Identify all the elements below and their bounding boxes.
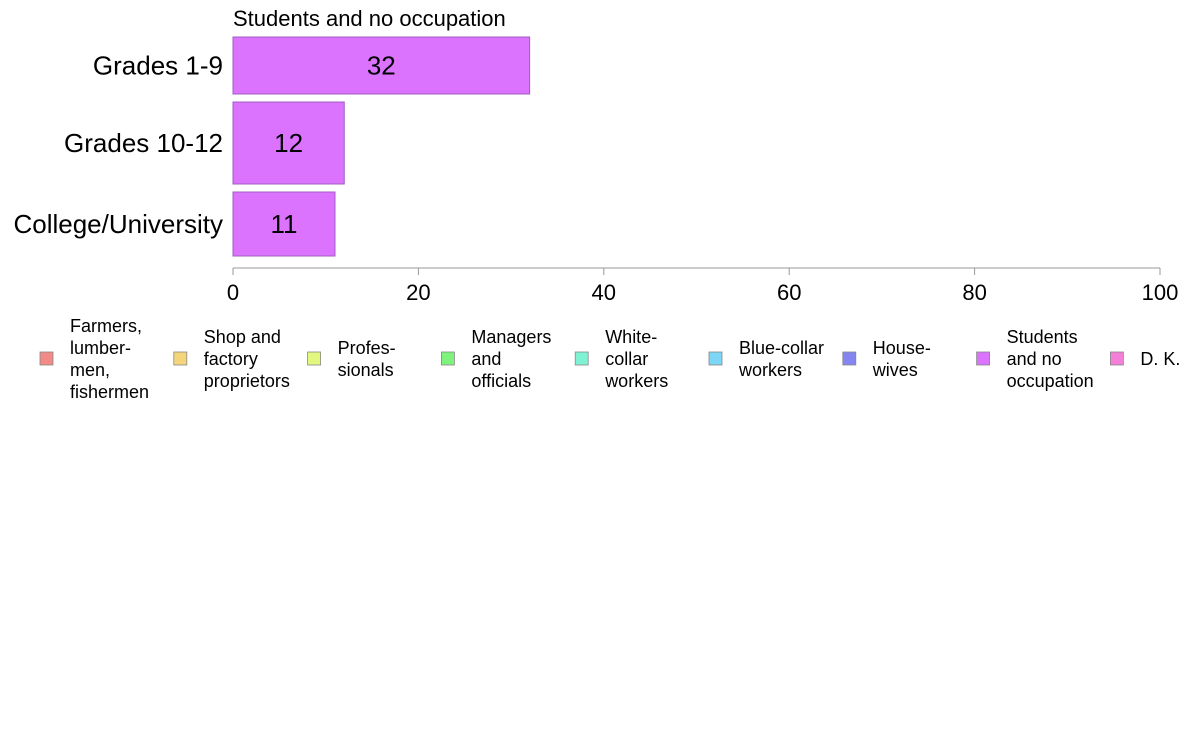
legend-label: Blue-collar workers	[738, 338, 824, 380]
x-tick-label: 40	[592, 280, 616, 305]
legend-entry: Blue-collar workers	[708, 338, 824, 380]
legend-swatch	[574, 351, 589, 366]
legend-entry: Profes-sionals	[307, 338, 396, 380]
legend-label: White-collar workers	[604, 327, 668, 391]
category-label: Grades 10-12	[64, 128, 223, 158]
legend-swatch	[173, 351, 188, 366]
legend-swatch	[976, 351, 990, 366]
legend-label: House-wives	[872, 338, 931, 380]
legend-label: Students and no occupation	[1007, 327, 1094, 391]
bar	[232, 101, 345, 185]
legend-entry: Shop and factory proprietors	[173, 327, 290, 391]
x-axis: 0 20 40 60 80 100	[227, 267, 1179, 305]
legend-entry: D. K.	[1110, 349, 1180, 369]
bar-value-label: 12	[274, 128, 303, 158]
legend-entry: White-collar workers	[574, 327, 668, 391]
legend-swatch	[440, 351, 455, 366]
category-label: College/University	[13, 209, 223, 239]
legend-label: Farmers, lumber-men, fishermen	[70, 316, 149, 402]
legend-swatch	[39, 351, 54, 366]
bar	[232, 36, 531, 95]
legend: Farmers, lumber-men, fishermen Shop and fact…	[39, 316, 1180, 402]
legend-entry: Managers and officials	[440, 327, 551, 391]
x-tick-label: 80	[962, 280, 986, 305]
legend-label: Shop and factory proprietors	[204, 327, 290, 391]
bar-value-label: 11	[270, 209, 297, 239]
bar-value-label: 32	[367, 51, 396, 81]
legend-swatch	[1110, 351, 1124, 366]
legend-swatch	[842, 351, 857, 366]
x-tick-label: 100	[1142, 280, 1179, 305]
x-tick-label: 0	[227, 280, 239, 305]
panel-title: Students and no occupation	[233, 6, 506, 31]
legend-label: D. K.	[1140, 349, 1180, 369]
legend-entry: Farmers, lumber-men, fishermen	[39, 316, 149, 402]
x-tick-label: 20	[406, 280, 430, 305]
x-tick-label: 60	[777, 280, 801, 305]
legend-entry: House-wives	[842, 338, 931, 380]
legend-swatch	[307, 351, 322, 366]
legend-label: Profes-sionals	[338, 338, 396, 380]
legend-entry: Students and no occupation	[976, 327, 1094, 391]
legend-swatch	[708, 351, 723, 366]
category-label: Grades 1-9	[93, 51, 223, 81]
bar	[232, 191, 336, 257]
legend-label: Managers and officials	[471, 327, 551, 391]
bars-layer: Grades 1-9 32 Grades 10-12 12 College/Univer…	[13, 36, 531, 257]
